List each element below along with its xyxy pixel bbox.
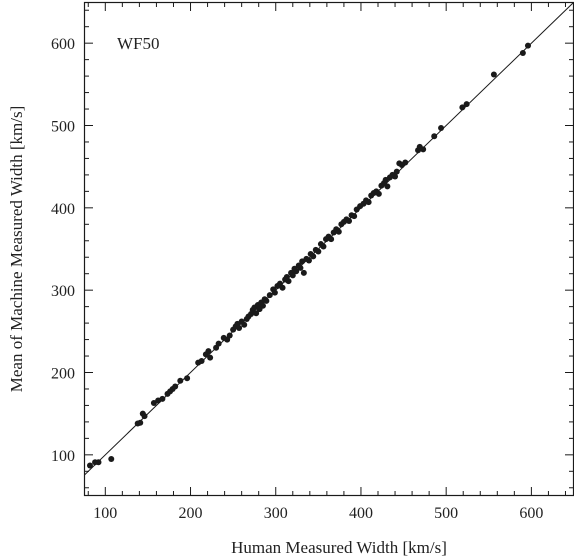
data-point [310, 253, 317, 260]
data-point [431, 133, 438, 140]
data-point [438, 124, 445, 131]
data-point [177, 377, 184, 384]
data-point [420, 146, 427, 153]
data-point [253, 310, 260, 317]
data-point [289, 272, 296, 279]
data-point [305, 257, 312, 264]
data-point [463, 101, 470, 108]
x-tick-label: 500 [434, 505, 458, 522]
data-point [271, 289, 278, 296]
y-axis-label: Mean of Machine Measured Width [km/s] [7, 106, 26, 393]
data-point [320, 243, 327, 250]
data-point [95, 459, 102, 466]
x-axis-label: Human Measured Width [km/s] [231, 538, 447, 557]
data-point [86, 462, 93, 469]
data-point [365, 199, 372, 206]
data-point [293, 268, 300, 275]
data-point [207, 354, 214, 361]
y-tick-label: 600 [51, 36, 75, 53]
data-point [159, 395, 166, 402]
y-tick-label: 200 [51, 366, 75, 383]
data-point [328, 236, 335, 243]
data-point [266, 292, 273, 299]
data-point [490, 71, 497, 78]
data-point [351, 213, 358, 220]
data-point [172, 383, 179, 390]
data-point [335, 228, 342, 235]
y-tick-label: 100 [51, 448, 75, 465]
data-point [375, 190, 382, 197]
data-point [263, 297, 270, 304]
x-tick-label: 100 [93, 505, 117, 522]
data-point [285, 278, 292, 285]
plot-frame [83, 1, 574, 497]
data-point [184, 375, 191, 382]
x-tick-label: 200 [179, 505, 203, 522]
data-point [300, 269, 307, 276]
data-point [384, 183, 391, 190]
data-point [297, 264, 304, 271]
y-tick-label: 300 [51, 283, 75, 300]
data-point [393, 168, 400, 175]
y-tick-label: 400 [51, 201, 75, 218]
data-point [524, 42, 531, 49]
data-point [141, 413, 148, 420]
data-point [205, 348, 212, 355]
data-point [279, 284, 286, 291]
data-point [259, 302, 266, 309]
data-point [241, 321, 248, 328]
x-tick-label: 600 [519, 505, 543, 522]
data-point [108, 455, 115, 462]
data-point [392, 173, 399, 180]
y-tick-label: 500 [51, 119, 75, 136]
data-point [215, 340, 222, 347]
chart-annotation: WF50 [117, 34, 160, 53]
data-point [315, 248, 322, 255]
data-point [459, 104, 466, 111]
data-point [236, 325, 243, 332]
x-tick-label: 300 [264, 505, 288, 522]
data-point [519, 50, 526, 57]
data-point [226, 332, 233, 339]
x-tick-label: 400 [349, 505, 373, 522]
data-point [402, 159, 409, 166]
data-point [198, 357, 205, 364]
plot-area: 100 200 300 400 500 600 100 200 300 400 500 600 [51, 1, 574, 522]
data-point [137, 419, 144, 426]
data-point [346, 218, 353, 225]
